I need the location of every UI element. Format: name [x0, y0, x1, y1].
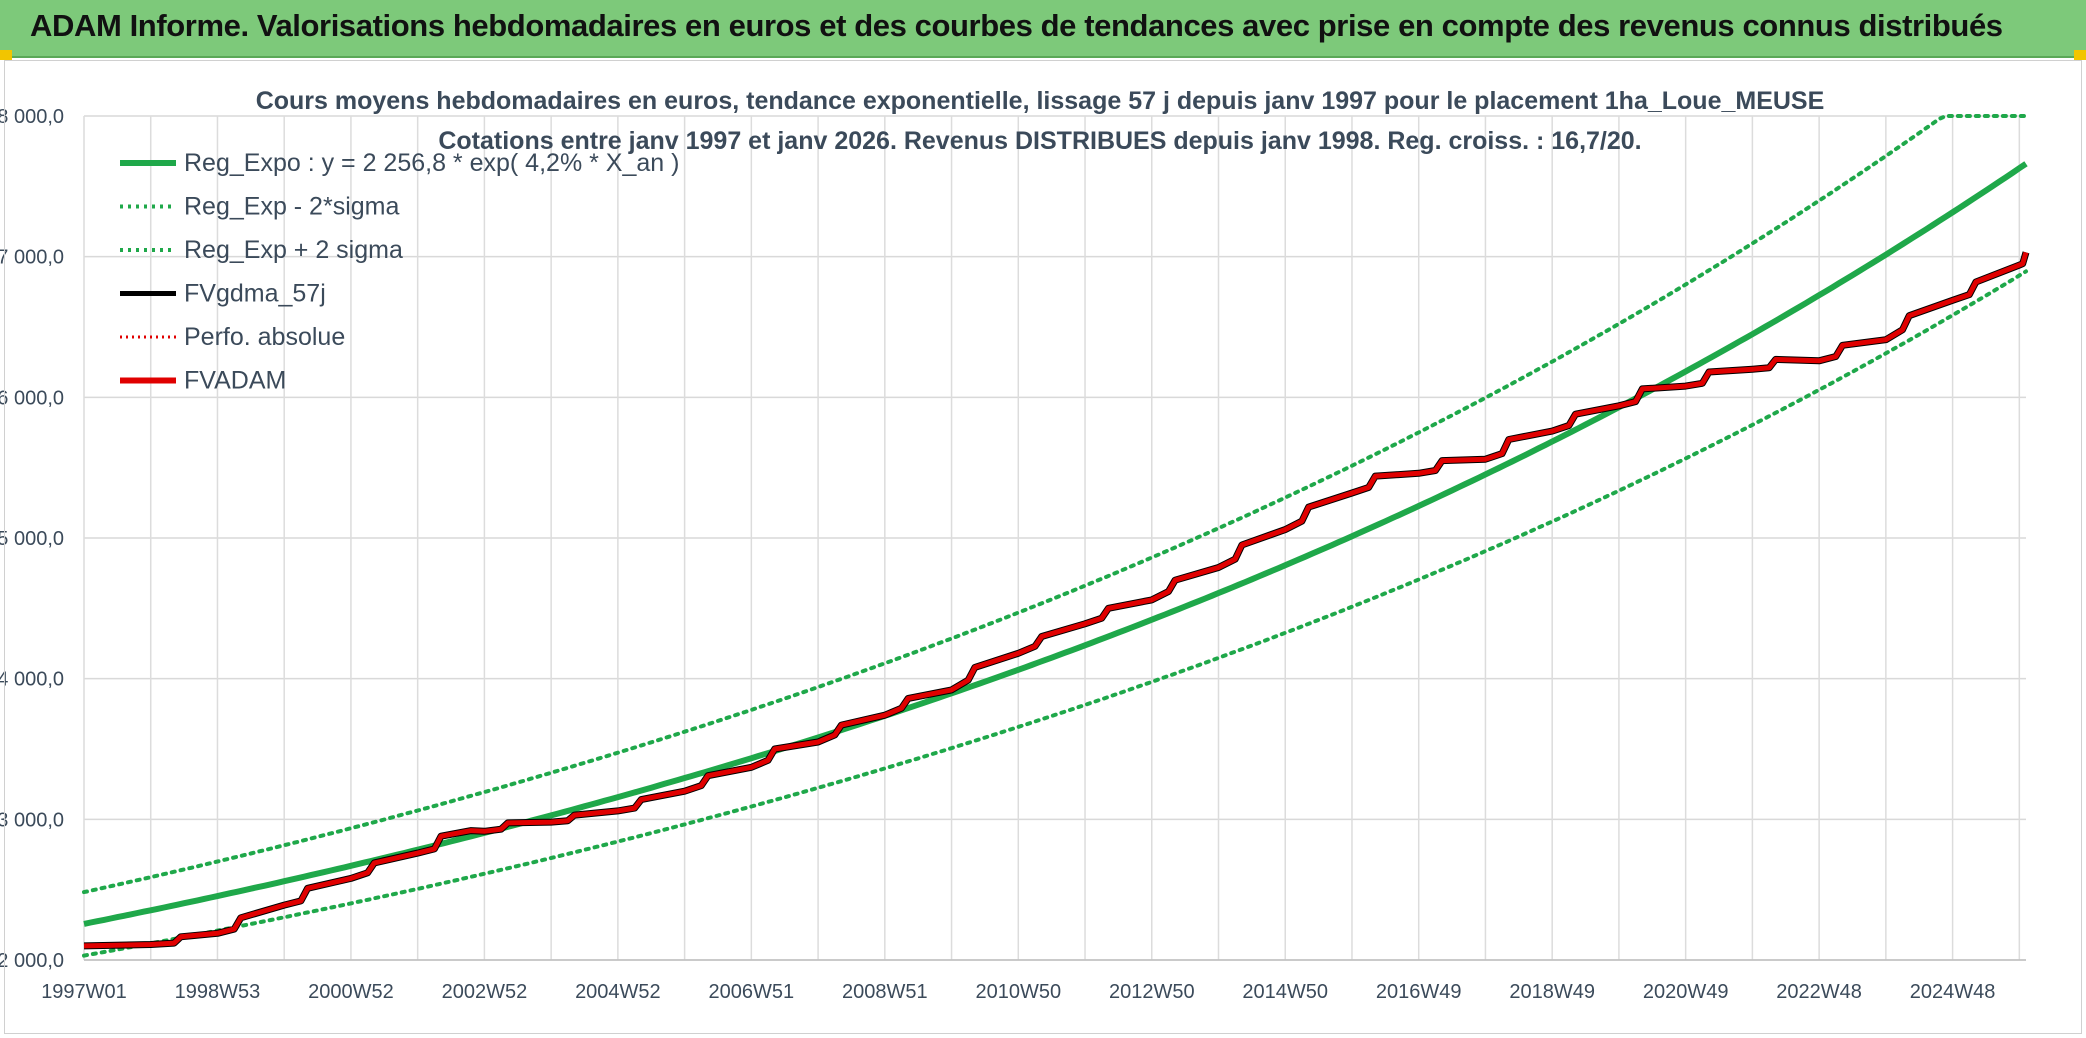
- y-tick-label: 2 000,0: [0, 950, 64, 972]
- legend-label: Reg_Exp - 2*sigma: [184, 193, 399, 221]
- y-tick-label: 6 000,0: [0, 387, 64, 409]
- x-tick-label: 2016W49: [1376, 981, 1462, 1003]
- legend: Reg_Expo : y = 2 256,8 * exp( 4,2% * X_a…: [120, 149, 679, 395]
- x-tick-label: 2006W51: [709, 981, 795, 1003]
- axes: 2 000,0 3 000,0 4 000,0 5 000,0 6 000,0 7 000…: [0, 106, 2026, 1003]
- x-tick-label: 2022W48: [1776, 981, 1862, 1003]
- legend-label: FVgdma_57j: [184, 280, 326, 308]
- x-tick-label: 2000W52: [308, 981, 394, 1003]
- series-fvadam: [83, 251, 2029, 949]
- x-tick-label: 2002W52: [442, 981, 528, 1003]
- x-tick-label: 1997W01: [41, 981, 127, 1003]
- corner-marker: [0, 50, 12, 60]
- legend-label: Perfo. absolue: [184, 323, 345, 351]
- legend-label: Reg_Exp + 2 sigma: [184, 236, 403, 264]
- y-tick-label: 8 000,0: [0, 106, 64, 128]
- x-tick-label: 2018W49: [1509, 981, 1595, 1003]
- series-reg-exp-minus-2-sigma: [82, 269, 2028, 958]
- series-reg-expo: [83, 161, 2028, 927]
- report-banner: ADAM Informe. Valorisations hebdomadaire…: [0, 0, 2086, 58]
- grid: [83, 115, 2026, 961]
- corner-marker: [2074, 50, 2086, 60]
- series-reg-exp-plus-2-sigma: [82, 114, 2028, 895]
- x-tick-label: 1998W53: [175, 981, 261, 1003]
- y-tick-label: 5 000,0: [0, 528, 64, 550]
- x-tick-label: 2020W49: [1643, 981, 1729, 1003]
- x-tick-label: 2010W50: [975, 981, 1061, 1003]
- y-tick-label: 7 000,0: [0, 247, 64, 269]
- y-tick-label: 4 000,0: [0, 669, 64, 691]
- x-tick-label: 2014W50: [1242, 981, 1328, 1003]
- chart-title-line-1: Cours moyens hebdomadaires en euros, ten…: [256, 87, 1825, 115]
- line-chart: 2 000,0 3 000,0 4 000,0 5 000,0 6 000,0 7 000…: [0, 87, 2030, 1003]
- y-tick-label: 3 000,0: [0, 809, 64, 831]
- report-title: ADAM Informe. Valorisations hebdomadaire…: [30, 8, 2003, 43]
- legend-label: FVADAM: [184, 367, 286, 395]
- x-tick-label: 2004W52: [575, 981, 661, 1003]
- chart-title-line-2: Cotations entre janv 1997 et janv 2026. …: [438, 127, 1641, 155]
- x-tick-label: 2012W50: [1109, 981, 1195, 1003]
- x-tick-label: 2008W51: [842, 981, 928, 1003]
- x-tick-label: 2024W48: [1910, 981, 1996, 1003]
- series-group: [82, 114, 2030, 958]
- legend-label: Reg_Expo : y = 2 256,8 * exp( 4,2% * X_a…: [184, 149, 679, 177]
